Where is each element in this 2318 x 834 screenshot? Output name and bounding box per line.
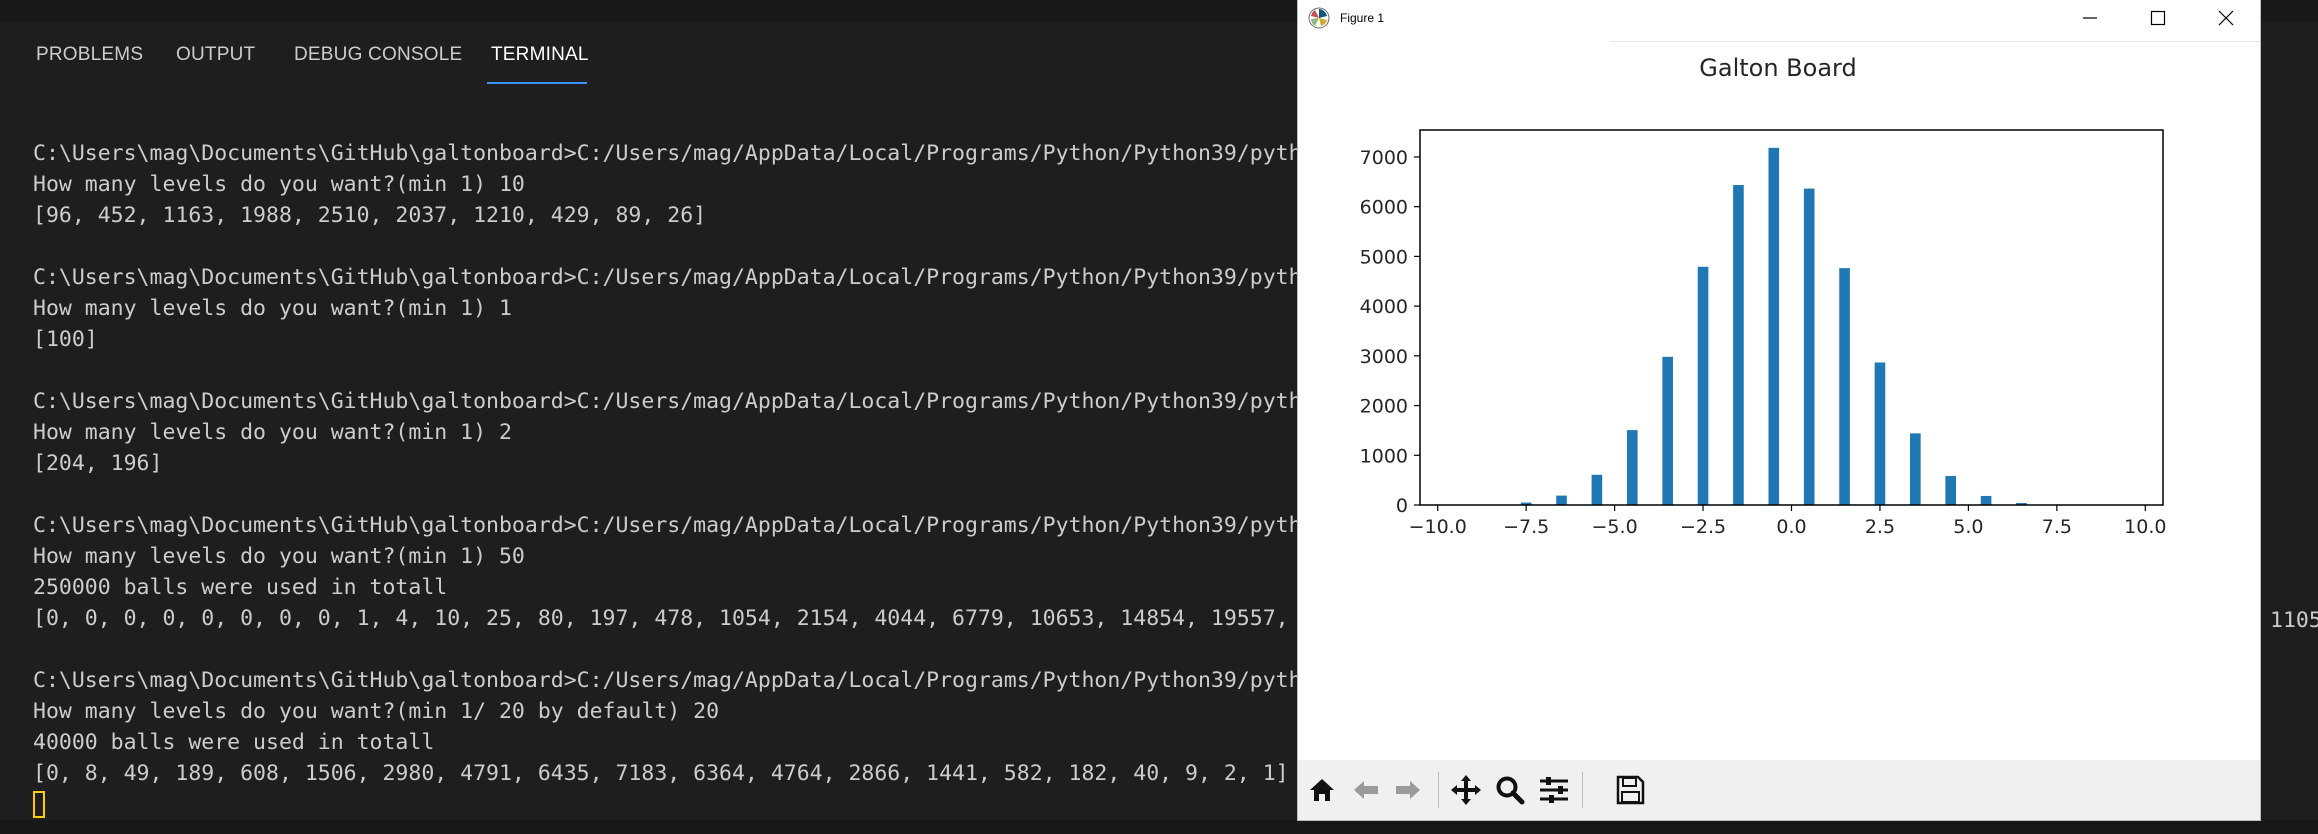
y-axis-ticks: 0 1000 2000 3000 4000 5000 6000 7000: [1360, 147, 1420, 517]
terminal-line: [96, 452, 1163, 1988, 2510, 2037, 1210, …: [33, 203, 707, 228]
pan-button[interactable]: [1446, 770, 1486, 810]
bar-series: [1485, 147, 2133, 506]
terminal-line: How many levels do you want?(min 1) 1: [33, 296, 512, 321]
bar: [1591, 474, 1603, 505]
terminal-line: 250000 balls were used in totall: [33, 575, 448, 600]
terminal-output[interactable]: C:\Users\mag\Documents\GitHub\galtonboar…: [0, 138, 2318, 818]
tab-output[interactable]: OUTPUT: [176, 44, 256, 65]
back-arrow-icon: [1354, 781, 1378, 799]
toolbar-separator: [1438, 772, 1439, 808]
chart-title: Galton Board: [1699, 54, 1856, 82]
figure-titlebar[interactable]: Figure 1: [1298, 0, 2260, 36]
maximize-button[interactable]: [2124, 0, 2192, 36]
y-tick-label: 0: [1396, 495, 1408, 517]
axes-frame: [1419, 129, 2164, 506]
terminal-line: How many levels do you want?(min 1/ 20 b…: [33, 699, 720, 724]
pan-icon: [1451, 775, 1481, 805]
terminal-line: C:\Users\mag\Documents\GitHub\galtonboar…: [33, 265, 1302, 290]
y-tick-label: 6000: [1360, 197, 1408, 219]
terminal-line: C:\Users\mag\Documents\GitHub\galtonboar…: [33, 389, 1302, 414]
x-tick-label: 0.0: [1776, 516, 1806, 538]
toolbar-separator: [1582, 772, 1583, 808]
terminal-line: How many levels do you want?(min 1) 10: [33, 172, 525, 197]
active-tab-indicator: [487, 82, 587, 84]
bar: [1910, 433, 1921, 505]
tab-debug-console[interactable]: DEBUG CONSOLE: [294, 44, 463, 65]
zoom-icon: [1496, 776, 1525, 805]
configure-subplots-button[interactable]: [1534, 770, 1574, 810]
x-tick-label: 5.0: [1953, 516, 1983, 538]
minimize-icon: [2083, 17, 2097, 19]
bar: [1626, 430, 1638, 505]
bar: [1803, 188, 1815, 505]
forward-arrow-icon: [1396, 781, 1420, 799]
chart-canvas[interactable]: Galton Board −10.0 −7.5 −5.0 −2.5 0.0 2.5 5.0 7…: [1298, 42, 2260, 760]
bar: [1980, 495, 1992, 505]
maximize-icon: [2150, 10, 2166, 26]
forward-button[interactable]: [1388, 770, 1428, 810]
bar: [1697, 266, 1709, 505]
terminal-line: C:\Users\mag\Documents\GitHub\galtonboar…: [33, 141, 1302, 166]
tab-terminal[interactable]: TERMINAL: [491, 44, 589, 65]
y-tick-label: 3000: [1360, 346, 1408, 368]
x-tick-label: −7.5: [1503, 516, 1549, 538]
tab-problems[interactable]: PROBLEMS: [36, 44, 144, 65]
zoom-button[interactable]: [1490, 770, 1530, 810]
titlebar-divider: [1610, 41, 2260, 42]
x-tick-label: 7.5: [2042, 516, 2072, 538]
x-tick-label: 10.0: [2124, 516, 2166, 538]
terminal-line: C:\Users\mag\Documents\GitHub\galtonboar…: [33, 513, 1302, 538]
bar: [1520, 502, 1532, 505]
home-button[interactable]: [1302, 770, 1342, 810]
x-tick-label: −2.5: [1680, 516, 1726, 538]
minimize-button[interactable]: [2056, 0, 2124, 36]
back-button[interactable]: [1346, 770, 1386, 810]
terminal-line: C:\Users\mag\Documents\GitHub\galtonboar…: [33, 668, 1302, 693]
x-axis-ticks: −10.0 −7.5 −5.0 −2.5 0.0 2.5 5.0 7.5 10.0: [1409, 505, 2166, 538]
x-tick-label: −10.0: [1409, 516, 1467, 538]
y-tick-label: 4000: [1360, 296, 1408, 318]
bar: [1662, 356, 1673, 505]
bar: [2016, 503, 2027, 505]
terminal-line: [204, 196]: [33, 451, 163, 476]
bar: [1945, 476, 1957, 505]
figure-title: Figure 1: [1340, 11, 1385, 25]
terminal-cursor: [33, 791, 45, 818]
terminal-line: How many levels do you want?(min 1) 50: [33, 544, 525, 569]
home-icon: [1310, 779, 1334, 801]
bar: [1874, 362, 1886, 505]
y-tick-label: 5000: [1360, 246, 1408, 268]
bar: [1839, 268, 1850, 505]
bar: [1556, 495, 1567, 505]
y-tick-label: 7000: [1360, 147, 1408, 169]
terminal-line: How many levels do you want?(min 1) 2: [33, 420, 512, 445]
terminal-overflow-text: 1105: [2270, 608, 2318, 633]
terminal-line: [0, 8, 49, 189, 608, 1506, 2980, 4791, 6…: [33, 761, 1289, 786]
figure-window: Figure 1 Galton Board −10.0 −7.5 −5.0 −2.5 0…: [1298, 0, 2260, 820]
terminal-line: [100]: [33, 327, 98, 352]
save-button[interactable]: [1610, 770, 1650, 810]
x-tick-label: −5.0: [1592, 516, 1638, 538]
status-strip: [0, 820, 2318, 834]
terminal-line: 40000 balls were used in totall: [33, 730, 435, 755]
figure-toolbar: [1298, 760, 2260, 820]
configure-subplots-icon: [1540, 777, 1568, 803]
y-tick-label: 1000: [1360, 445, 1408, 467]
close-icon: [2218, 10, 2234, 26]
panel-tabs: PROBLEMS OUTPUT DEBUG CONSOLE TERMINAL: [0, 22, 1300, 88]
y-tick-label: 2000: [1360, 396, 1408, 418]
matplotlib-logo-icon: [1308, 7, 1330, 29]
bar: [1768, 147, 1780, 505]
terminal-line: [0, 0, 0, 0, 0, 0, 0, 0, 1, 4, 10, 25, 8…: [33, 606, 1289, 631]
close-button[interactable]: [2192, 0, 2260, 36]
x-tick-label: 2.5: [1865, 516, 1895, 538]
save-icon: [1616, 775, 1645, 805]
bar: [1733, 185, 1744, 506]
